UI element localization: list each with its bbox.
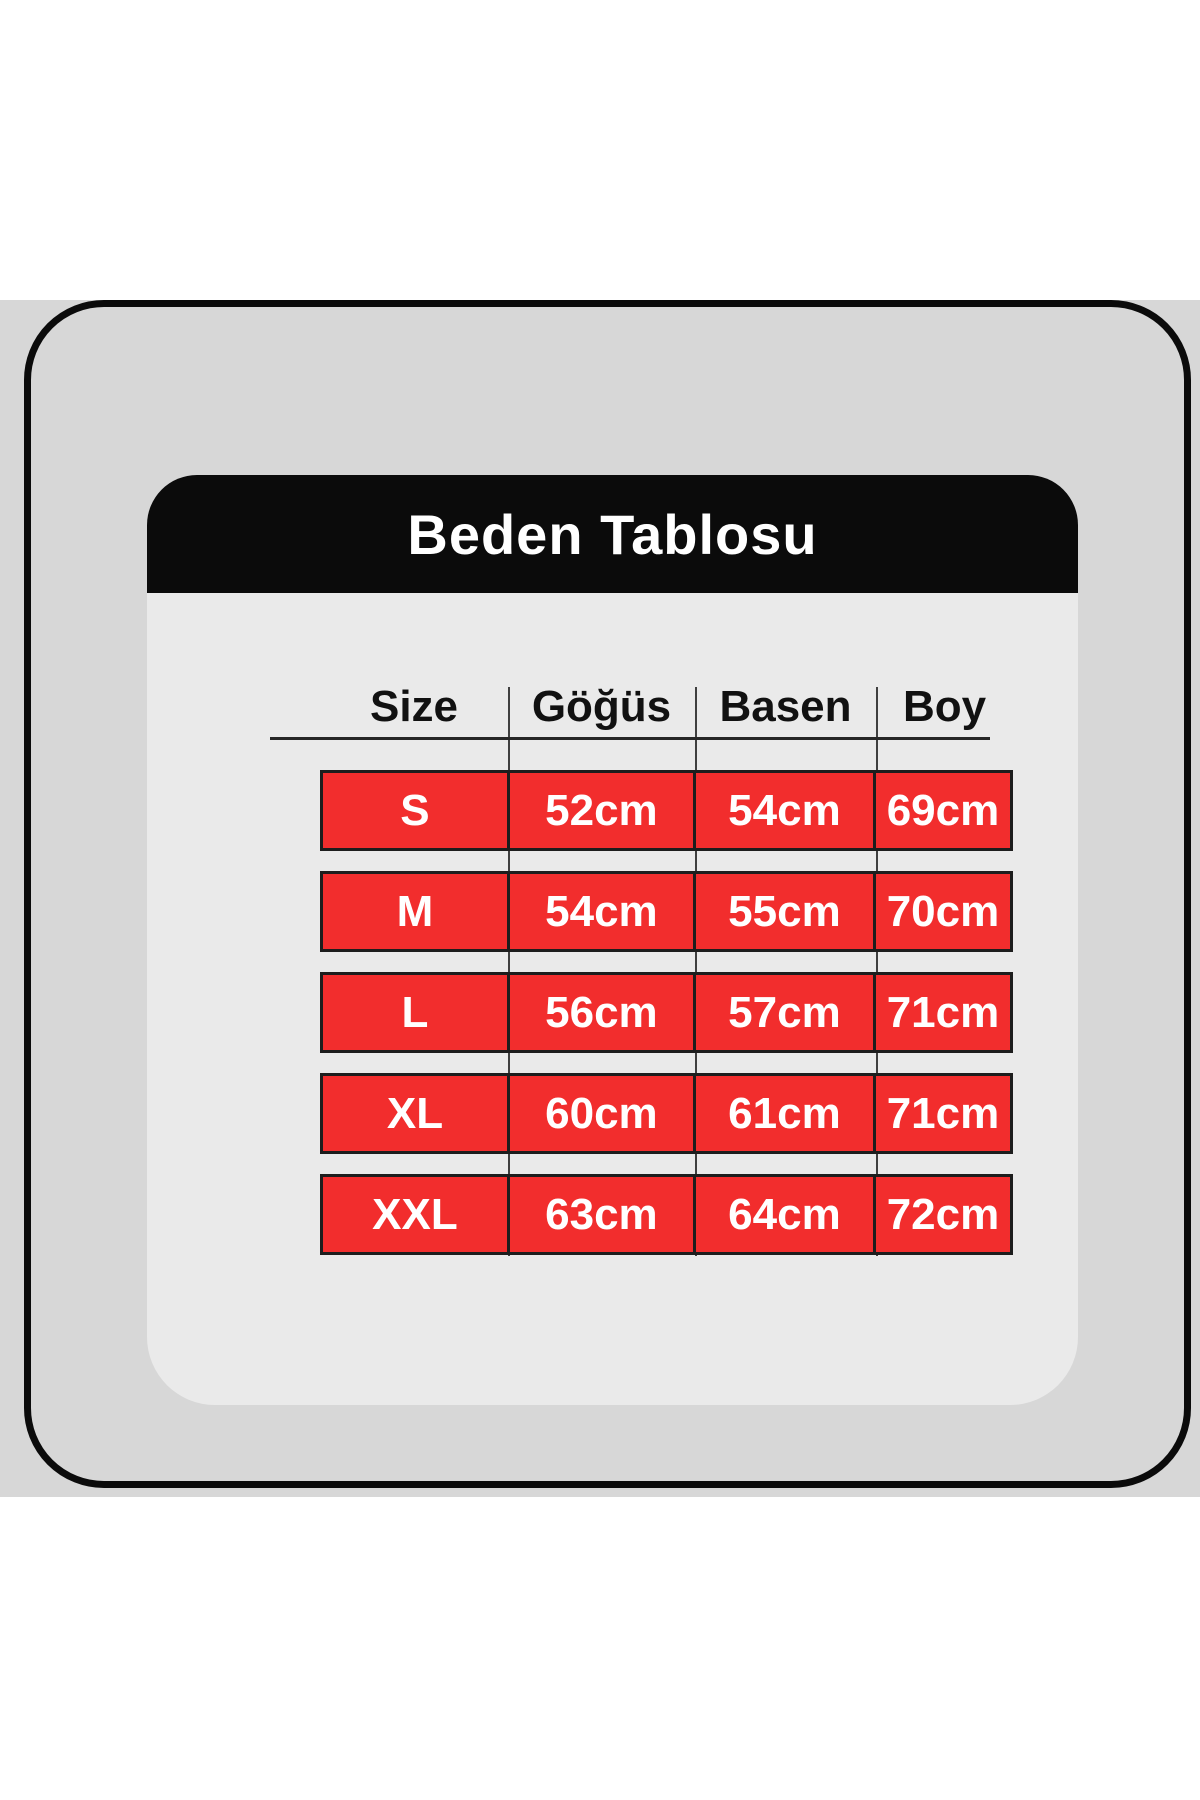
title-bar: Beden Tablosu (147, 475, 1078, 593)
size-chart-card (147, 475, 1078, 1405)
page-title: Beden Tablosu (407, 502, 818, 566)
rounded-frame (24, 300, 1191, 1488)
